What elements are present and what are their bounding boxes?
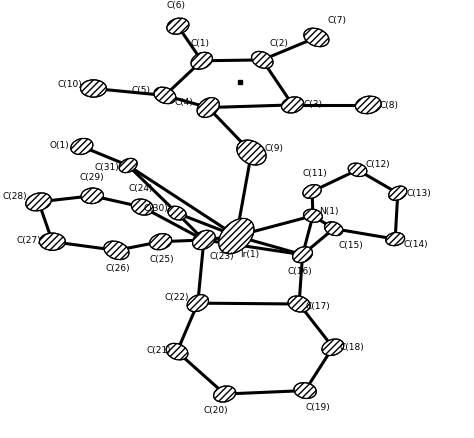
Text: C(26): C(26) <box>105 264 129 273</box>
Ellipse shape <box>39 233 65 251</box>
Ellipse shape <box>154 87 176 104</box>
Text: C(13): C(13) <box>406 189 431 198</box>
Ellipse shape <box>191 52 212 69</box>
Ellipse shape <box>104 241 129 260</box>
Text: C(16): C(16) <box>288 268 312 276</box>
Text: C(22): C(22) <box>165 293 189 303</box>
Ellipse shape <box>71 138 93 155</box>
Text: C(21): C(21) <box>146 346 171 355</box>
Ellipse shape <box>168 206 186 220</box>
Text: C(17): C(17) <box>306 302 330 311</box>
Ellipse shape <box>81 80 107 97</box>
Text: C(3): C(3) <box>304 99 323 109</box>
Text: C(18): C(18) <box>339 343 364 352</box>
Ellipse shape <box>294 383 316 399</box>
Text: C(15): C(15) <box>338 240 364 250</box>
Text: C(19): C(19) <box>306 403 330 412</box>
Text: C(29): C(29) <box>79 173 104 182</box>
Text: N(1): N(1) <box>319 207 338 216</box>
Ellipse shape <box>348 163 367 177</box>
Ellipse shape <box>322 339 344 356</box>
Ellipse shape <box>292 247 312 263</box>
Ellipse shape <box>197 98 219 117</box>
Ellipse shape <box>167 18 189 34</box>
Text: C(4): C(4) <box>174 98 193 107</box>
Text: C(30): C(30) <box>144 204 169 213</box>
Ellipse shape <box>26 193 51 211</box>
Ellipse shape <box>386 233 405 246</box>
Text: Ir(1): Ir(1) <box>240 250 259 259</box>
Ellipse shape <box>214 386 236 402</box>
Text: C(25): C(25) <box>149 255 174 265</box>
Ellipse shape <box>187 295 209 312</box>
Ellipse shape <box>219 219 254 254</box>
Text: C(24): C(24) <box>128 184 153 194</box>
Text: C(23): C(23) <box>210 252 234 261</box>
Text: C(5): C(5) <box>132 86 151 95</box>
Ellipse shape <box>389 186 407 200</box>
Ellipse shape <box>303 184 321 198</box>
Text: C(2): C(2) <box>269 39 288 48</box>
Text: C(10): C(10) <box>57 80 82 88</box>
Text: C(27): C(27) <box>16 237 41 245</box>
Text: C(7): C(7) <box>328 17 346 25</box>
Ellipse shape <box>81 188 103 204</box>
Ellipse shape <box>149 233 172 250</box>
Text: C(31): C(31) <box>95 163 120 172</box>
Text: C(12): C(12) <box>366 160 391 169</box>
Ellipse shape <box>356 96 381 114</box>
Ellipse shape <box>303 209 322 223</box>
Text: C(1): C(1) <box>191 39 210 48</box>
Text: C(11): C(11) <box>302 169 327 178</box>
Ellipse shape <box>166 343 188 360</box>
Ellipse shape <box>192 230 215 250</box>
Text: C(8): C(8) <box>380 101 399 110</box>
Ellipse shape <box>282 97 304 113</box>
Ellipse shape <box>288 296 310 312</box>
Text: C(9): C(9) <box>264 144 283 153</box>
Ellipse shape <box>131 199 154 215</box>
Ellipse shape <box>325 222 343 236</box>
Ellipse shape <box>304 28 329 47</box>
Ellipse shape <box>119 159 137 173</box>
Text: C(14): C(14) <box>404 240 428 249</box>
Text: C(6): C(6) <box>166 1 185 10</box>
Ellipse shape <box>252 51 273 68</box>
Text: O(1): O(1) <box>49 141 69 150</box>
Ellipse shape <box>237 140 266 165</box>
Text: C(20): C(20) <box>204 406 228 415</box>
Text: C(28): C(28) <box>2 192 27 201</box>
